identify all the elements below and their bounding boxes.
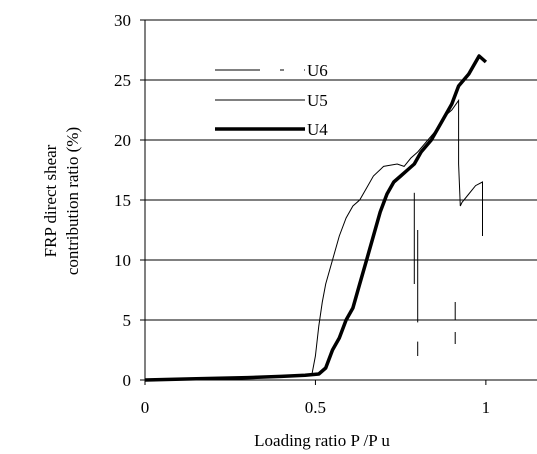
y-axis-title-line2: contribution ratio (%) (63, 127, 82, 275)
y-tick-label: 30 (114, 11, 131, 30)
series-line-U5 (144, 98, 483, 381)
legend: U6 U5 U4 (215, 61, 328, 139)
y-tick-label: 5 (123, 311, 132, 330)
y-axis-title-line1: FRP direct shear (41, 144, 60, 257)
y-tick-label: 15 (114, 191, 131, 210)
x-tick-label: 1 (482, 398, 491, 417)
y-tick-label: 25 (114, 71, 131, 90)
series-line-U4 (144, 54, 488, 382)
y-tick-label: 10 (114, 251, 131, 270)
legend-label-U5: U5 (307, 91, 328, 110)
y-tick-label: 20 (114, 131, 131, 150)
x-axis-title: Loading ratio P /P u (254, 431, 390, 450)
series-group (144, 54, 488, 382)
x-tick-label: 0 (141, 398, 150, 417)
y-tick-labels: 0 5 10 15 20 25 30 (114, 11, 131, 390)
grid-lines (145, 19, 537, 321)
x-tick-labels: 0 0.5 1 (141, 398, 490, 417)
plot-frame (140, 19, 537, 385)
y-tick-label: 0 (123, 371, 132, 390)
legend-label-U4: U4 (307, 120, 328, 139)
x-tick-label: 0.5 (305, 398, 326, 417)
legend-label-U6: U6 (307, 61, 328, 80)
